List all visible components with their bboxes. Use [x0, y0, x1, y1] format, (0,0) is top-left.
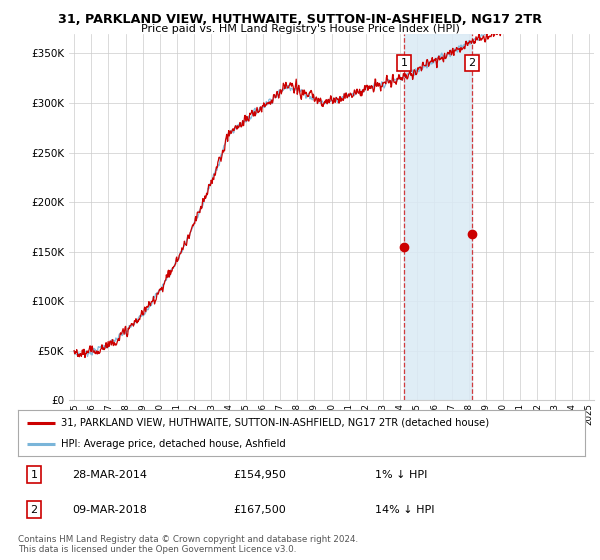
Text: 2: 2 [31, 505, 38, 515]
Text: 1: 1 [31, 470, 37, 479]
Bar [404, 34, 472, 400]
Text: 31, PARKLAND VIEW, HUTHWAITE, SUTTON-IN-ASHFIELD, NG17 2TR: 31, PARKLAND VIEW, HUTHWAITE, SUTTON-IN-… [58, 13, 542, 26]
Text: 28-MAR-2014: 28-MAR-2014 [72, 470, 147, 479]
Text: Price paid vs. HM Land Registry's House Price Index (HPI): Price paid vs. HM Land Registry's House … [140, 24, 460, 34]
Text: 14% ↓ HPI: 14% ↓ HPI [375, 505, 435, 515]
Text: 1% ↓ HPI: 1% ↓ HPI [375, 470, 428, 479]
Text: HPI: Average price, detached house, Ashfield: HPI: Average price, detached house, Ashf… [61, 439, 285, 449]
Text: £154,950: £154,950 [233, 470, 286, 479]
Text: Contains HM Land Registry data © Crown copyright and database right 2024.: Contains HM Land Registry data © Crown c… [18, 534, 358, 544]
Text: 31, PARKLAND VIEW, HUTHWAITE, SUTTON-IN-ASHFIELD, NG17 2TR (detached house): 31, PARKLAND VIEW, HUTHWAITE, SUTTON-IN-… [61, 418, 488, 428]
Text: £167,500: £167,500 [233, 505, 286, 515]
Text: This data is licensed under the Open Government Licence v3.0.: This data is licensed under the Open Gov… [18, 544, 296, 554]
Text: 09-MAR-2018: 09-MAR-2018 [72, 505, 147, 515]
Text: 2: 2 [469, 58, 476, 68]
Text: 1: 1 [401, 58, 407, 68]
